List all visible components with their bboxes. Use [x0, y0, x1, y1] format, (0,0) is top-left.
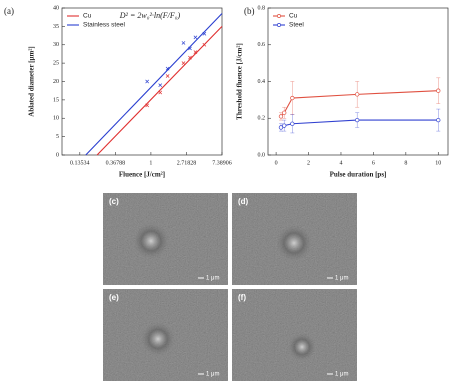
legend-label: Steel — [289, 22, 304, 29]
fit-line — [85, 13, 223, 156]
ablation-spot — [276, 225, 312, 261]
sem-image: (f) 1 μm — [232, 289, 357, 381]
y-axis-title: Threshold fluence [J/cm²] — [236, 43, 244, 120]
data-point — [436, 117, 441, 123]
sem-image: (d) 1 μm — [232, 193, 357, 285]
data-point — [165, 74, 170, 78]
legend-label: Cu — [83, 13, 92, 20]
data-point — [158, 83, 163, 88]
y-tick-label: 15 — [53, 97, 59, 103]
sem-image: (e) 1 μm — [103, 289, 228, 381]
data-point — [181, 61, 186, 65]
data-point — [282, 123, 287, 128]
series-line — [280, 90, 439, 117]
x-tick-label: 10 — [435, 160, 441, 166]
data-point — [202, 31, 207, 36]
y-tick-label: 0.6 — [258, 42, 266, 48]
y-tick-label: 10 — [53, 116, 59, 122]
image-label: (c) — [109, 197, 119, 206]
sem-texture — [232, 289, 357, 381]
data-point — [355, 117, 360, 123]
y-tick-label: 40 — [53, 5, 59, 11]
panel-label: (b) — [244, 6, 255, 16]
image-label: (d) — [238, 197, 249, 206]
y-tick-label: 0.8 — [258, 5, 266, 11]
legend-label: Cu — [289, 13, 298, 20]
scale-label: 1 μm — [335, 276, 348, 282]
ablation-spot — [288, 333, 316, 361]
data-point — [145, 103, 150, 108]
data-point — [290, 95, 295, 101]
x-tick-label: 4 — [339, 160, 342, 166]
y-tick-label: 35 — [53, 24, 59, 30]
data-point — [193, 50, 198, 54]
y-tick-label: 0 — [56, 152, 59, 158]
data-point — [436, 88, 441, 93]
data-point — [290, 121, 295, 126]
data-point — [188, 55, 192, 60]
x-tick-label: 8 — [404, 160, 407, 166]
x-tick-label: 0 — [275, 160, 278, 166]
legend-label: Stainless steel — [83, 22, 125, 29]
formula: D² = 2w₀²·ln(F/F₀) — [119, 11, 181, 20]
y-tick-label: 0.4 — [258, 79, 266, 85]
data-point — [278, 114, 284, 119]
x-tick-label: 2 — [307, 160, 310, 166]
fit-line — [96, 25, 223, 156]
ablation-spot — [141, 322, 175, 356]
sem-image: (c) 1 μm — [103, 193, 228, 285]
data-point — [202, 42, 207, 47]
plot-area — [278, 77, 441, 134]
data-point — [165, 66, 170, 71]
x-tick-label: 7.38906 — [212, 160, 232, 166]
legend-marker — [277, 23, 281, 27]
x-tick-label: 6 — [372, 160, 375, 166]
data-point — [193, 35, 198, 40]
data-point — [282, 110, 287, 115]
y-tick-label: 20 — [53, 79, 59, 85]
data-point — [145, 79, 150, 84]
y-tick-label: 0.2 — [258, 116, 266, 122]
x-tick-label: 0.13534 — [70, 160, 90, 166]
y-tick-label: 25 — [53, 61, 59, 67]
x-axis-title: Pulse duration [ps] — [330, 171, 387, 179]
data-point — [278, 125, 284, 130]
x-axis-title: Fluence [J/cm²] — [119, 171, 165, 179]
data-point — [181, 41, 186, 45]
y-tick-label: 30 — [53, 42, 59, 48]
x-tick-label: 0.36788 — [106, 160, 126, 166]
plot-area — [85, 13, 223, 156]
scale-label: 1 μm — [206, 372, 219, 378]
x-tick-label: 2.71828 — [177, 160, 197, 166]
y-axis-title: Ablated diameter [μm²] — [28, 46, 36, 116]
image-label: (e) — [109, 293, 119, 302]
panel-label: (a) — [4, 6, 14, 16]
data-point — [188, 46, 192, 51]
ablation-spot — [133, 223, 169, 259]
series-line — [280, 119, 439, 128]
scale-label: 1 μm — [335, 372, 348, 378]
plot-frame — [61, 7, 223, 156]
legend-marker — [277, 14, 281, 18]
data-point — [158, 90, 163, 95]
y-tick-label: 0.0 — [258, 152, 266, 158]
image-label: (f) — [238, 293, 246, 302]
scale-label: 1 μm — [206, 276, 219, 282]
y-tick-label: 5 — [56, 134, 59, 140]
data-point — [355, 92, 360, 97]
x-tick-label: 1 — [149, 160, 152, 166]
